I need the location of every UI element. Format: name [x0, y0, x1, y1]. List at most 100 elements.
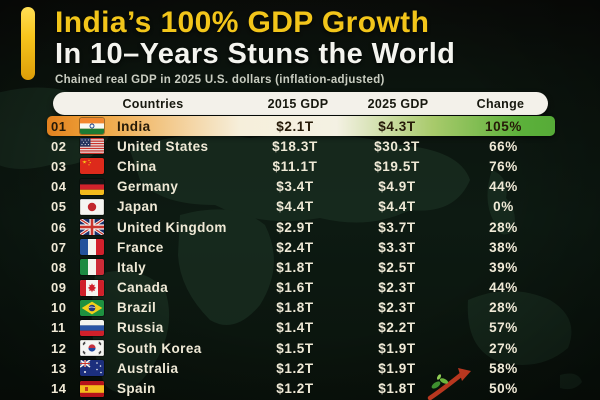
table-row: 13 Australia $1.2T $1.9T 58%	[47, 358, 555, 378]
gdp-2015-value: $1.8T	[276, 300, 314, 316]
column-header-2025-gdp: 2025 GDP	[367, 96, 429, 111]
page-subtitle: Chained real GDP in 2025 U.S. dollars (i…	[55, 74, 385, 86]
country-label: South Korea	[117, 340, 202, 356]
change-value: 50%	[489, 381, 518, 397]
gdp-2015-value: $4.4T	[276, 199, 314, 215]
header-titles: India’s 100% GDP Growth In 10–Years Stun…	[55, 6, 595, 86]
table-row: 11 Russia $1.4T $2.2T 57%	[47, 318, 555, 338]
table-header: Countries 2015 GDP 2025 GDP Change	[53, 92, 548, 115]
flag-france-icon	[80, 239, 104, 256]
flag-china-icon	[80, 158, 104, 175]
country-label: Spain	[117, 381, 156, 397]
country-label: Australia	[117, 360, 179, 376]
change-value: 105%	[485, 118, 522, 134]
column-header-2015-gdp: 2015 GDP	[267, 96, 329, 111]
growth-arrow-icon	[427, 368, 471, 400]
gdp-2025-value: $3.7T	[378, 219, 416, 235]
table-row: 10 Brazil $1.8T $2.3T 28%	[47, 298, 555, 318]
gdp-2015-value: $2.4T	[276, 239, 314, 255]
table-row: 04 Germany $3.4T $4.9T 44%	[47, 177, 555, 197]
table-row: 07 France $2.4T $3.3T 38%	[47, 237, 555, 257]
country-label: France	[117, 239, 164, 255]
flag-australia-icon	[80, 360, 104, 377]
table-row: 09 Canada $1.6T $2.3T 44%	[47, 278, 555, 298]
gdp-2025-value: $4.4T	[378, 199, 416, 215]
table-row: 01 India $2.1T $4.3T 105%	[47, 116, 555, 137]
gdp-2015-value: $1.6T	[276, 280, 314, 296]
gdp-2025-value: $1.9T	[378, 360, 416, 376]
gdp-2015-value: $1.2T	[276, 381, 314, 397]
table-row: 14 Spain $1.2T $1.8T 50%	[47, 378, 555, 398]
gdp-2025-value: $4.9T	[378, 179, 416, 195]
country-label: Japan	[117, 199, 159, 215]
column-header-countries: Countries	[122, 96, 184, 111]
flag-japan-icon	[80, 198, 104, 215]
flag-canada-icon	[80, 279, 104, 296]
table-body: 01 India $2.1T $4.3T 105% 02 United States $18.…	[47, 116, 555, 399]
flag-germany-icon	[80, 178, 104, 195]
rank-label: 02	[51, 138, 67, 154]
change-value: 58%	[489, 360, 518, 376]
gdp-2015-value: $2.9T	[276, 219, 314, 235]
column-header-change: Change	[476, 96, 525, 111]
country-label: Russia	[117, 320, 164, 336]
country-label: Brazil	[117, 300, 157, 316]
gdp-2025-value: $2.3T	[378, 300, 416, 316]
flag-south-korea-icon	[80, 340, 104, 357]
gdp-2025-value: $2.2T	[378, 320, 416, 336]
rank-label: 13	[51, 360, 67, 376]
rank-label: 14	[51, 381, 67, 397]
table-row: 12 South Korea $1.5T $1.9T 27%	[47, 338, 555, 358]
rank-label: 11	[51, 320, 66, 336]
change-value: 44%	[489, 280, 518, 296]
rank-label: 07	[51, 239, 67, 255]
table-row: 05 Japan $4.4T $4.4T 0%	[47, 197, 555, 217]
flag-united-states-icon	[80, 138, 104, 155]
page-title-line-1: India’s 100% GDP Growth	[55, 6, 430, 39]
table-row: 03 China $11.1T $19.5T 76%	[47, 156, 555, 176]
flag-spain-icon	[80, 380, 104, 397]
change-value: 66%	[489, 138, 518, 154]
table-row: 06 United Kingdom $2.9T $3.7T 28%	[47, 217, 555, 237]
gdp-2025-value: $19.5T	[374, 158, 420, 174]
gdp-2015-value: $1.8T	[276, 259, 314, 275]
rank-label: 08	[51, 259, 67, 275]
table-row: 02 United States $18.3T $30.3T 66%	[47, 136, 555, 156]
change-value: 27%	[489, 340, 518, 356]
gdp-2025-value: $2.5T	[378, 259, 416, 275]
flag-india-icon	[80, 118, 104, 135]
change-value: 0%	[493, 199, 514, 215]
change-value: 44%	[489, 179, 518, 195]
gdp-2015-value: $3.4T	[276, 179, 314, 195]
country-label: India	[117, 118, 151, 134]
gdp-2015-value: $1.2T	[276, 360, 314, 376]
gdp-2015-value: $1.5T	[276, 340, 314, 356]
gdp-2015-value: $11.1T	[272, 158, 318, 174]
country-label: United Kingdom	[117, 219, 227, 235]
rank-label: 04	[51, 179, 67, 195]
flag-russia-icon	[80, 319, 104, 336]
page-title-line-2: In 10–Years Stuns the World	[55, 38, 456, 70]
gdp-2015-value: $18.3T	[272, 138, 318, 154]
country-label: China	[117, 158, 157, 174]
table-row: 08 Italy $1.8T $2.5T 39%	[47, 257, 555, 277]
gdp-2025-value: $3.3T	[378, 239, 416, 255]
change-value: 76%	[489, 158, 518, 174]
gdp-2025-value: $1.8T	[378, 381, 416, 397]
rank-label: 10	[51, 300, 67, 316]
country-label: Italy	[117, 259, 147, 275]
rank-label: 12	[51, 340, 67, 356]
rank-label: 09	[51, 280, 67, 296]
gdp-2015-value: $1.4T	[276, 320, 314, 336]
change-value: 57%	[489, 320, 518, 336]
flag-brazil-icon	[80, 299, 104, 316]
gdp-2025-value: $2.3T	[378, 280, 416, 296]
country-label: Germany	[117, 179, 179, 195]
change-value: 28%	[489, 219, 518, 235]
title-accent-bar	[21, 7, 35, 80]
flag-united-kingdom-icon	[80, 219, 104, 236]
gdp-2025-value: $30.3T	[374, 138, 420, 154]
rank-label: 06	[51, 219, 67, 235]
